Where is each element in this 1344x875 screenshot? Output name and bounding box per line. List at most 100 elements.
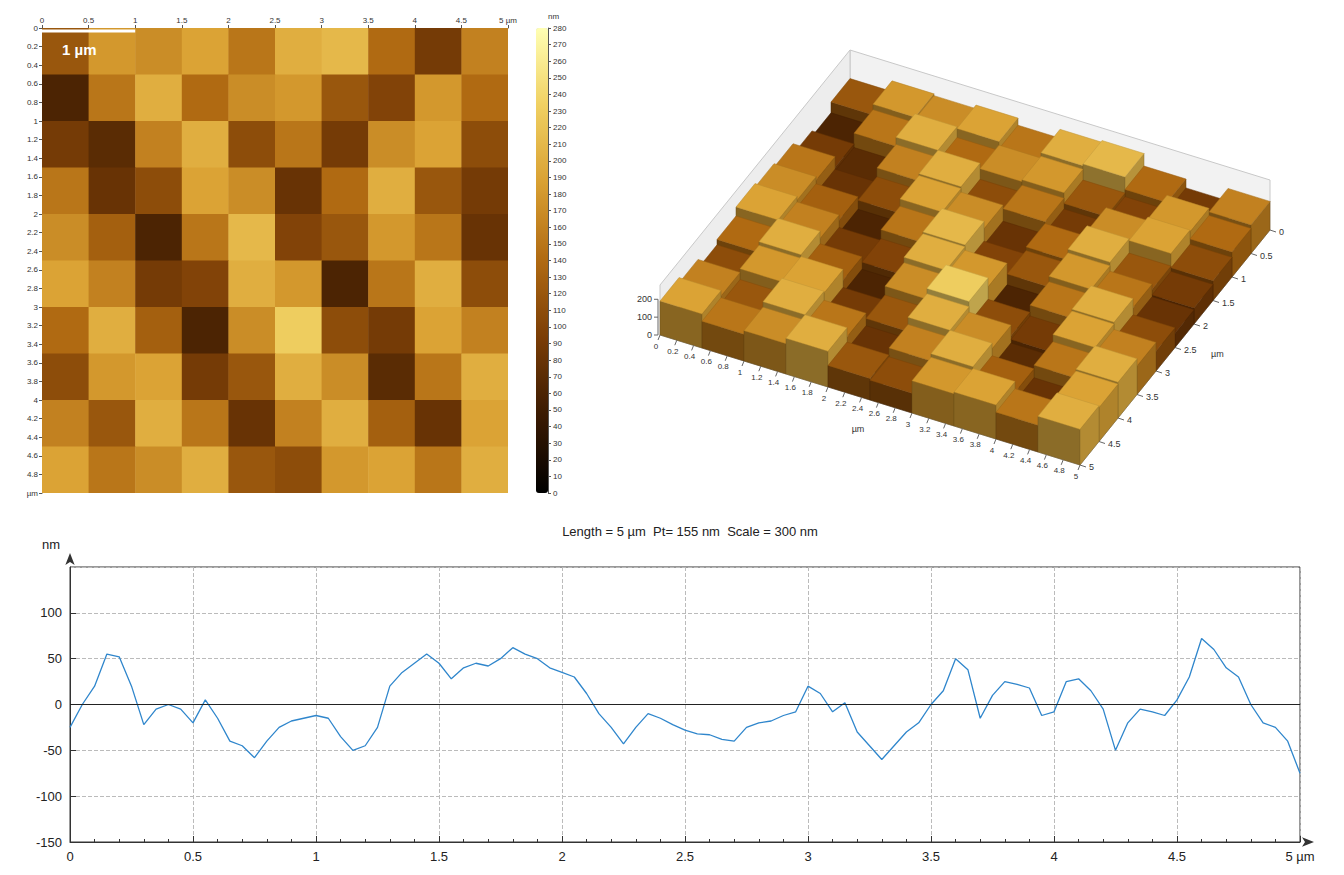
svg-text:2.6: 2.6	[869, 409, 881, 418]
svg-text:1: 1	[133, 16, 138, 25]
svg-text:2.5: 2.5	[269, 16, 281, 25]
svg-text:3: 3	[906, 420, 911, 429]
svg-text:1.5: 1.5	[430, 849, 448, 864]
svg-text:4.4: 4.4	[1020, 456, 1032, 465]
svg-text:1.2: 1.2	[751, 373, 763, 382]
svg-text:0: 0	[647, 330, 652, 340]
svg-text:0: 0	[34, 24, 39, 33]
svg-text:230: 230	[553, 107, 567, 116]
svg-text:1.5: 1.5	[1222, 298, 1235, 308]
svg-text:3.2: 3.2	[919, 425, 931, 434]
svg-text:1.6: 1.6	[27, 172, 39, 181]
svg-text:µm: µm	[27, 489, 39, 498]
svg-text:1: 1	[312, 849, 319, 864]
svg-text:0: 0	[553, 489, 558, 498]
svg-text:50: 50	[553, 405, 562, 414]
svg-text:5 µm: 5 µm	[499, 16, 517, 25]
svg-text:0.5: 0.5	[83, 16, 95, 25]
svg-text:5: 5	[1074, 472, 1079, 481]
svg-text:4: 4	[990, 446, 995, 455]
svg-text:0.2: 0.2	[667, 347, 679, 356]
svg-text:0.8: 0.8	[27, 98, 39, 107]
svg-text:150: 150	[553, 239, 567, 248]
svg-text:2: 2	[226, 16, 231, 25]
svg-text:3.5: 3.5	[922, 849, 940, 864]
svg-text:2: 2	[558, 849, 565, 864]
svg-text:120: 120	[553, 289, 567, 298]
svg-text:1: 1	[34, 117, 39, 126]
svg-text:2: 2	[34, 210, 39, 219]
svg-text:0: 0	[40, 16, 45, 25]
svg-text:nm: nm	[42, 537, 60, 552]
svg-text:1.5: 1.5	[176, 16, 188, 25]
svg-text:3.6: 3.6	[27, 358, 39, 367]
svg-text:1.8: 1.8	[27, 191, 39, 200]
svg-text:0.5: 0.5	[184, 849, 202, 864]
svg-text:0.2: 0.2	[27, 42, 39, 51]
svg-text:4.5: 4.5	[1108, 439, 1121, 449]
svg-text:1: 1	[1241, 274, 1246, 284]
svg-text:4.8: 4.8	[27, 470, 39, 479]
svg-text:200: 200	[553, 156, 567, 165]
svg-text:2.6: 2.6	[27, 265, 39, 274]
svg-text:5 µm: 5 µm	[1285, 849, 1314, 864]
svg-text:4: 4	[1050, 849, 1057, 864]
svg-text:Length = 5 µm Pt= 155 nm Sca: Length = 5 µm Pt= 155 nm Scale = 300 nm	[562, 524, 818, 539]
svg-text:2.4: 2.4	[852, 404, 864, 413]
svg-text:1.6: 1.6	[785, 383, 797, 392]
svg-text:270: 270	[553, 40, 567, 49]
svg-text:0.5: 0.5	[1260, 251, 1273, 261]
svg-text:-50: -50	[43, 743, 62, 758]
svg-text:0: 0	[1279, 227, 1284, 237]
svg-text:200: 200	[637, 294, 652, 304]
svg-text:90: 90	[553, 339, 562, 348]
svg-text:4.6: 4.6	[1037, 461, 1049, 470]
svg-text:280: 280	[553, 24, 567, 33]
svg-text:2: 2	[1203, 321, 1208, 331]
svg-text:3.8: 3.8	[27, 377, 39, 386]
svg-text:0: 0	[55, 697, 62, 712]
svg-text:0.6: 0.6	[701, 357, 713, 366]
svg-text:3: 3	[1165, 368, 1170, 378]
svg-text:0.4: 0.4	[684, 352, 696, 361]
svg-text:100: 100	[40, 605, 62, 620]
svg-text:100: 100	[553, 322, 567, 331]
svg-text:240: 240	[553, 90, 567, 99]
svg-text:60: 60	[553, 389, 562, 398]
svg-text:0.8: 0.8	[718, 362, 730, 371]
svg-text:260: 260	[553, 57, 567, 66]
svg-text:3.5: 3.5	[1146, 392, 1159, 402]
svg-text:nm: nm	[548, 12, 559, 21]
svg-text:3.5: 3.5	[363, 16, 375, 25]
svg-text:170: 170	[553, 206, 567, 215]
svg-text:3: 3	[319, 16, 324, 25]
svg-text:3.6: 3.6	[953, 435, 965, 444]
svg-text:3.2: 3.2	[27, 321, 39, 330]
svg-text:80: 80	[553, 356, 562, 365]
svg-text:4.2: 4.2	[27, 414, 39, 423]
svg-text:µm: µm	[1211, 349, 1224, 359]
svg-text:4.5: 4.5	[1168, 849, 1186, 864]
svg-text:0.4: 0.4	[27, 61, 39, 70]
svg-text:2.8: 2.8	[27, 284, 39, 293]
svg-text:160: 160	[553, 223, 567, 232]
svg-text:1.4: 1.4	[27, 154, 39, 163]
svg-text:2.5: 2.5	[1184, 345, 1197, 355]
svg-text:30: 30	[553, 439, 562, 448]
svg-text:2.4: 2.4	[27, 247, 39, 256]
svg-text:2.2: 2.2	[27, 228, 39, 237]
svg-text:3.8: 3.8	[970, 440, 982, 449]
svg-text:20: 20	[553, 455, 562, 464]
svg-text:-150: -150	[36, 835, 62, 850]
svg-text:µm: µm	[852, 424, 865, 434]
svg-text:4: 4	[34, 396, 39, 405]
svg-text:2: 2	[822, 394, 827, 403]
svg-text:1.4: 1.4	[768, 378, 780, 387]
svg-text:0: 0	[66, 849, 73, 864]
svg-text:1: 1	[738, 368, 743, 377]
svg-text:210: 210	[553, 140, 567, 149]
svg-text:5: 5	[1089, 462, 1094, 472]
svg-text:3.4: 3.4	[27, 340, 39, 349]
svg-text:4.8: 4.8	[1054, 466, 1066, 475]
svg-text:0.6: 0.6	[27, 79, 39, 88]
